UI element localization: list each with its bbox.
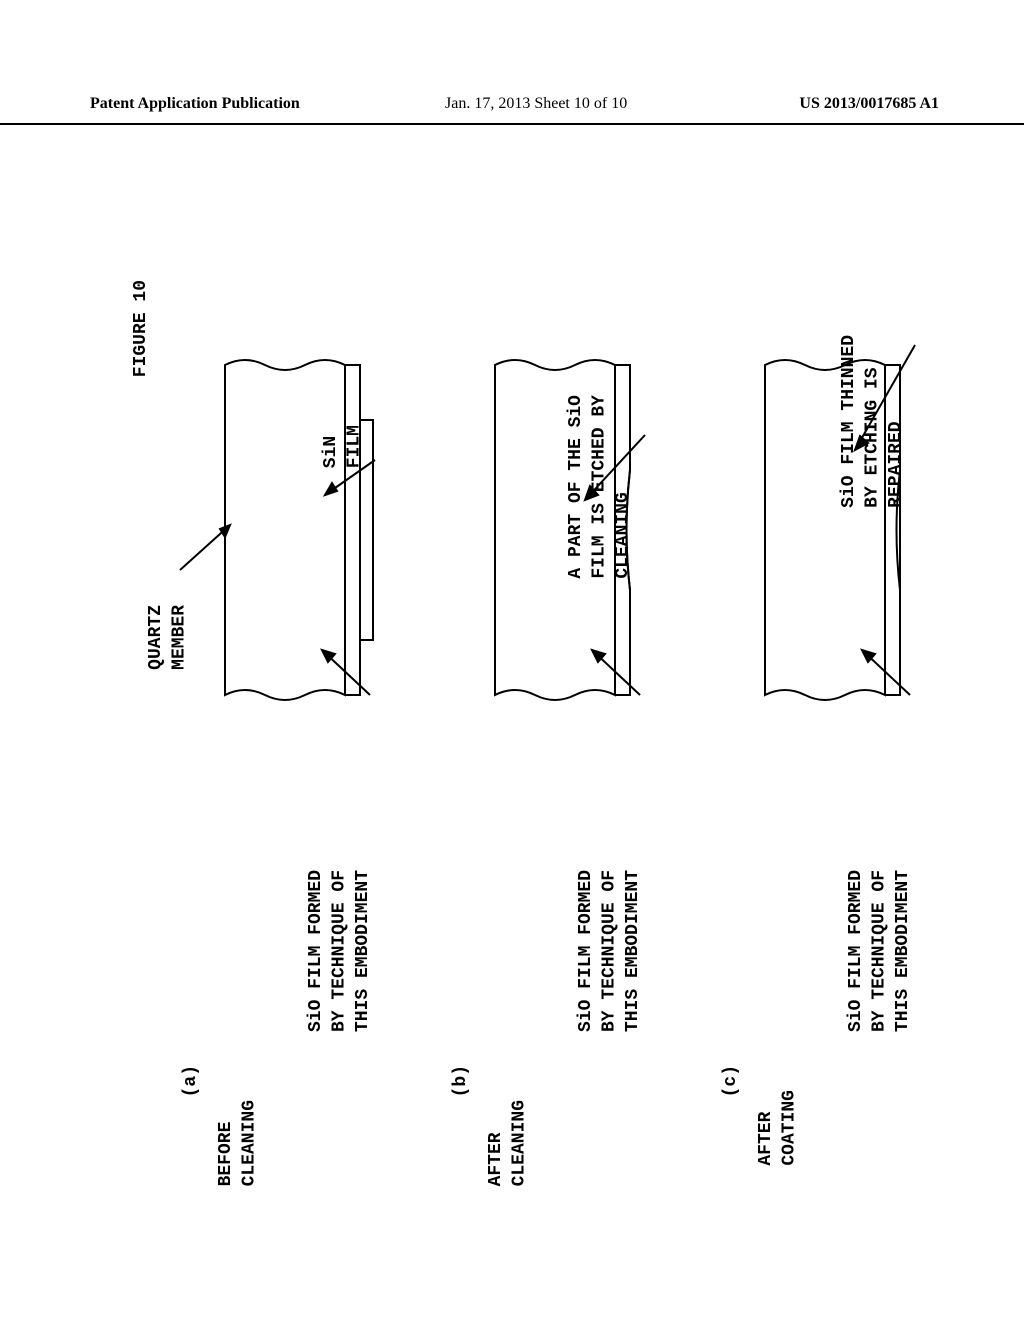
panel-a-quartz-label: QUARTZ MEMBER [145, 605, 192, 670]
panel-a-sio-label: SiO FILM FORMED BY TECHNIQUE OF THIS EMB… [305, 870, 375, 1032]
panel-c-sio-arrow [850, 640, 920, 700]
panel-b-caption: AFTER CLEANING [485, 1100, 532, 1186]
panel-a-quartz-arrow [175, 515, 245, 575]
panel-a-prefix: (a) [180, 1065, 203, 1097]
panel-a-sin-label: SiN FILM [320, 425, 367, 468]
header-right: US 2013/0017685 A1 [799, 95, 939, 113]
page-header: Patent Application Publication Jan. 17, … [0, 95, 1024, 125]
panel-a-sio-arrow [310, 640, 380, 700]
panel-a-caption: BEFORE CLEANING [215, 1100, 262, 1186]
panel-c-sio-label: SiO FILM FORMED BY TECHNIQUE OF THIS EMB… [845, 870, 915, 1032]
header-center: Jan. 17, 2013 Sheet 10 of 10 [445, 95, 627, 113]
panel-c-caption: AFTER COATING [755, 1090, 802, 1166]
panel-b-sio-label: SiO FILM FORMED BY TECHNIQUE OF THIS EMB… [575, 870, 645, 1032]
panel-b-sio-arrow [580, 640, 650, 700]
panel-c-top-label: SiO FILM THINNED BY ETCHING IS REPAIRED [838, 335, 908, 508]
figure-title: FIGURE 10 [130, 280, 153, 377]
header-left: Patent Application Publication [90, 95, 300, 113]
panel-b-top-label: A PART OF THE SiO FILM IS ETCHED BY CLEA… [565, 395, 635, 579]
panel-c-prefix: (c) [720, 1065, 743, 1097]
panel-b-prefix: (b) [450, 1065, 473, 1097]
